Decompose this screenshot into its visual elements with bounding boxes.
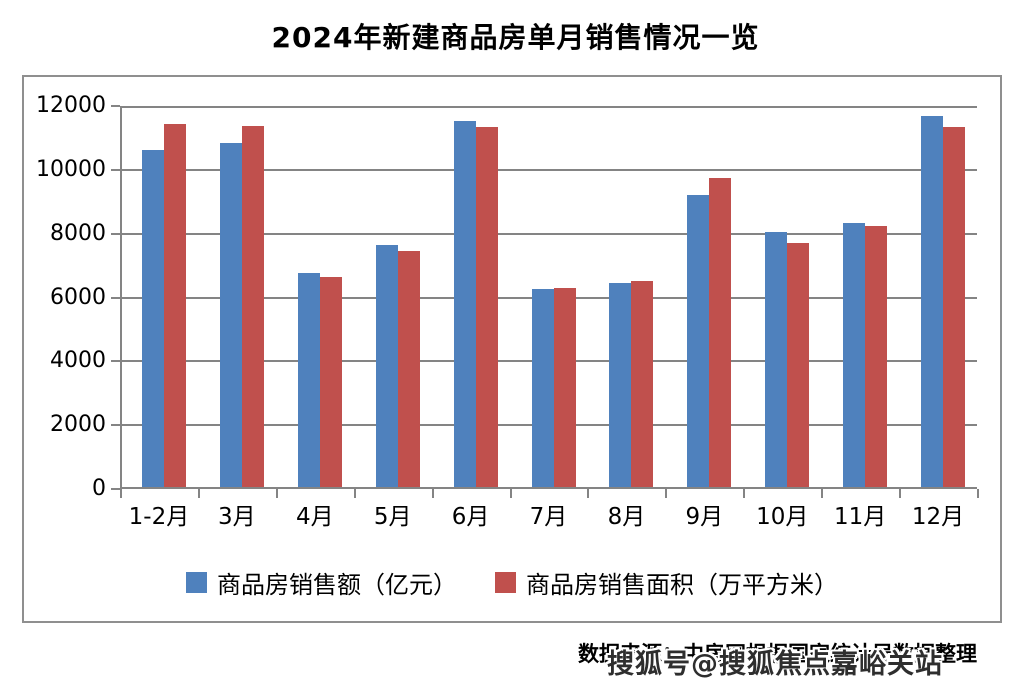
gridline-8000 (122, 232, 977, 235)
x-axis-tick-8 (743, 489, 746, 498)
x-axis-tick-0 (120, 489, 122, 498)
bar-area-11月 (865, 225, 888, 487)
bar-sales-1-2月 (141, 149, 164, 487)
legend-label-sales: 商品房销售额（亿元） (217, 571, 457, 599)
bar-area-5月 (397, 251, 420, 487)
y-axis-label-8000: 8000 (50, 220, 106, 246)
y-axis-tick-6000 (111, 296, 120, 299)
x-axis-tick-7 (665, 489, 668, 498)
legend-swatch-sales-icon (186, 572, 207, 593)
bar-area-1-2月 (163, 124, 186, 487)
x-axis-label-8月: 8月 (607, 504, 646, 530)
legend-item-area: 商品房销售面积（万平方米） (495, 565, 838, 600)
x-axis-tick-5 (509, 489, 512, 498)
footer-source-text: 数据来源：中房网根据国家统计局数据整理 (578, 642, 977, 666)
bar-sales-7月 (531, 289, 554, 487)
bar-area-12月 (943, 127, 966, 487)
x-axis-tick-3 (353, 489, 356, 498)
x-axis-label-3月: 3月 (218, 504, 256, 530)
bar-sales-3月 (219, 142, 242, 487)
plot-area (120, 106, 977, 489)
bar-sales-12月 (921, 115, 944, 487)
x-axis-label-6月: 6月 (451, 504, 490, 530)
y-axis-label-0: 0 (92, 476, 106, 501)
y-axis-label-10000: 10000 (36, 156, 106, 182)
y-axis-tick-10000 (111, 168, 120, 171)
x-axis-tick-6 (587, 489, 590, 498)
x-axis-label-9月: 9月 (685, 504, 724, 530)
y-axis-tick-2000 (111, 424, 120, 427)
chart-frame: 商品房销售额（亿元） 商品房销售面积（万平方米） 0 2000 4000 6000 80… (22, 75, 1002, 623)
gridline-10000 (122, 168, 977, 171)
bar-area-10月 (787, 242, 810, 487)
x-axis-label-10月: 10月 (756, 504, 809, 530)
y-axis-label-2000: 2000 (50, 412, 106, 438)
watermark-text: 搜狐号@搜狐焦点嘉峪关站 (607, 649, 943, 680)
page-title: 2024年新建商品房单月销售情况一览 (271, 21, 760, 54)
x-axis-label-1-2月: 1-2月 (128, 504, 190, 530)
x-axis-label-5月: 5月 (373, 504, 412, 530)
legend-label-area: 商品房销售面积（万平方米） (526, 571, 838, 599)
y-axis-label-6000: 6000 (50, 284, 106, 310)
bar-sales-4月 (297, 272, 320, 487)
x-axis-tick-4 (431, 489, 434, 498)
x-axis-tick-9 (821, 489, 824, 498)
legend-item-sales: 商品房销售额（亿元） (186, 565, 457, 600)
y-axis-tick-8000 (111, 232, 120, 235)
bar-area-6月 (475, 127, 498, 487)
bar-area-4月 (319, 276, 342, 487)
x-axis-tick-10 (899, 489, 902, 498)
bar-sales-11月 (843, 223, 866, 487)
bar-area-9月 (709, 177, 732, 487)
bar-sales-10月 (765, 232, 788, 487)
bar-area-3月 (241, 126, 264, 487)
x-axis-label-4月: 4月 (295, 504, 334, 530)
bar-sales-9月 (687, 194, 710, 487)
bar-sales-6月 (453, 120, 476, 487)
bar-area-8月 (631, 281, 654, 487)
gridline-12000 (122, 106, 977, 108)
bar-sales-8月 (609, 282, 632, 487)
y-axis-tick-0 (111, 488, 120, 490)
legend: 商品房销售额（亿元） 商品房销售面积（万平方米） (24, 565, 1000, 600)
x-axis-tick-2 (275, 489, 278, 498)
y-axis-tick-4000 (111, 360, 120, 363)
x-axis-tick-11 (977, 489, 979, 498)
footer: 数据来源：中房网根据国家统计局数据整理 搜狐号@搜狐焦点嘉峪关站 (0, 634, 1031, 680)
y-axis-label-12000: 12000 (36, 93, 106, 118)
bar-sales-5月 (375, 244, 398, 487)
legend-swatch-area-icon (495, 572, 516, 593)
x-axis-label-7月: 7月 (529, 504, 568, 530)
x-axis-label-11月: 11月 (833, 504, 887, 530)
y-axis-label-4000: 4000 (50, 348, 106, 374)
bar-area-7月 (553, 288, 576, 487)
x-axis-tick-1 (197, 489, 200, 498)
y-axis-tick-12000 (111, 105, 120, 107)
x-axis-label-12月: 12月 (911, 504, 965, 530)
